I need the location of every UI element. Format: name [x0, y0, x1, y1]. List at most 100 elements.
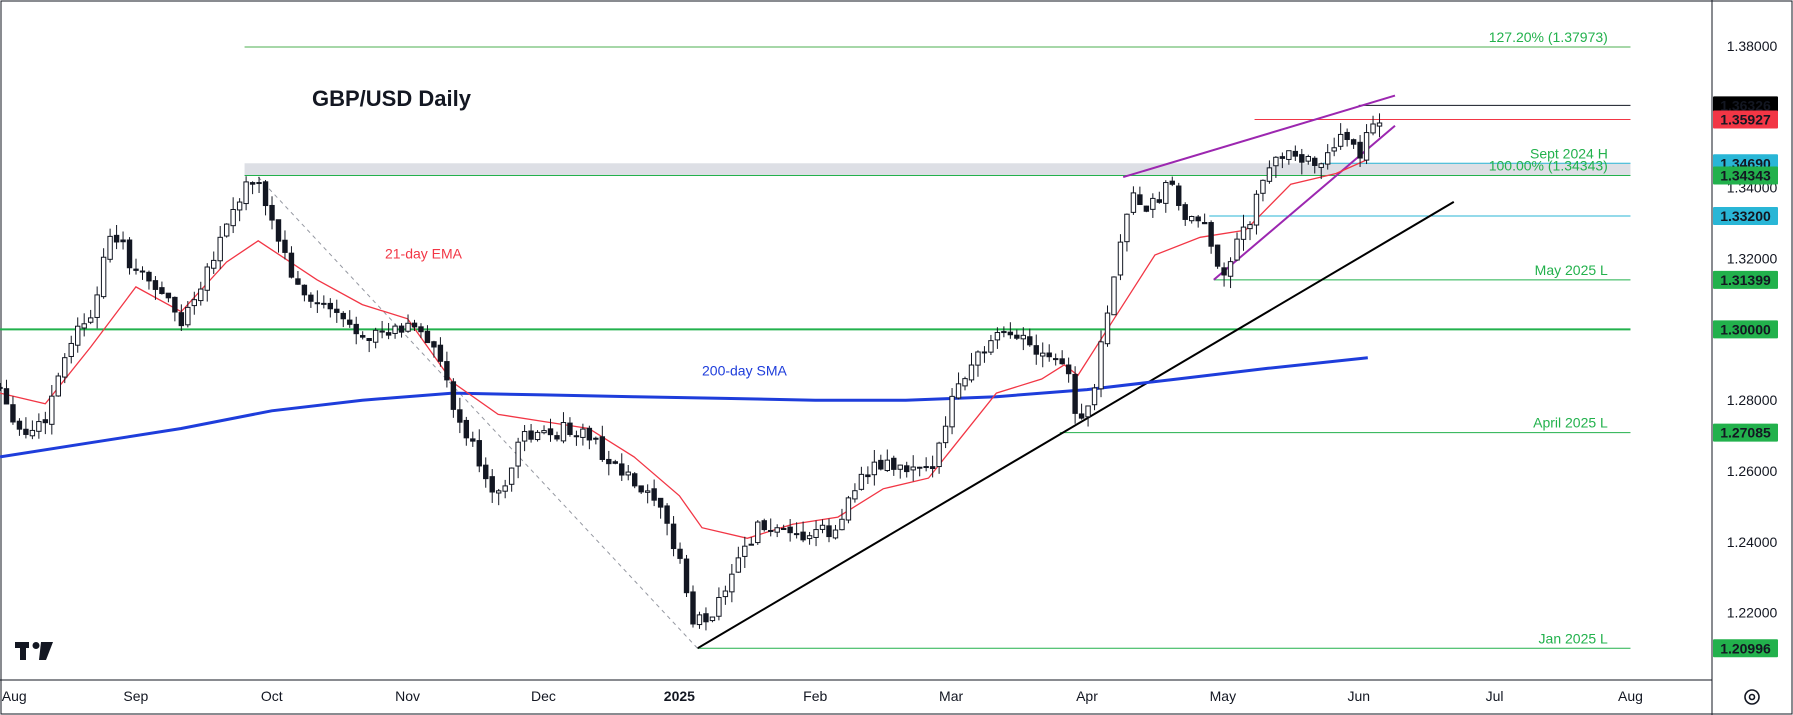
candle-body — [1182, 204, 1188, 220]
candle-body — [211, 259, 217, 269]
candle-body — [657, 497, 664, 508]
candle-body — [768, 529, 774, 532]
candle-body — [988, 340, 994, 353]
candle-body — [703, 613, 709, 623]
candle-body — [709, 616, 716, 622]
svg-text:1.34343: 1.34343 — [1720, 168, 1771, 184]
candle-body — [3, 388, 10, 405]
candle-body — [431, 341, 437, 348]
candle-body — [55, 375, 61, 397]
candle-body — [236, 201, 243, 211]
candle-body — [1337, 133, 1344, 147]
svg-text:1.35927: 1.35927 — [1720, 111, 1771, 127]
candle-body — [62, 357, 68, 378]
candle-body — [962, 378, 968, 387]
price-tick-label: 1.38000 — [1727, 38, 1778, 54]
candle-body — [1350, 139, 1357, 145]
candle-body — [424, 330, 431, 344]
level-annotation: May 2025 L — [1535, 262, 1608, 278]
candle-body — [916, 466, 923, 469]
candle-body — [49, 395, 55, 425]
candle-body — [120, 239, 126, 243]
candle-body — [1156, 199, 1163, 203]
candle-body — [372, 329, 379, 343]
svg-text:1.33200: 1.33200 — [1720, 208, 1771, 224]
candle-body — [178, 312, 185, 327]
candle-body — [75, 325, 81, 346]
candle-body — [884, 459, 890, 472]
candle-body — [405, 322, 411, 332]
candle-body — [891, 457, 897, 470]
candle-body — [625, 471, 631, 476]
candle-body — [599, 436, 606, 460]
indicator-label: 200-day SMA — [702, 362, 787, 378]
candle-body — [113, 234, 120, 243]
candle-body — [1299, 154, 1305, 163]
candle-body — [780, 528, 787, 531]
candle-body — [483, 464, 489, 480]
time-tick-label: Apr — [1076, 688, 1098, 704]
time-tick-label: Feb — [803, 688, 827, 704]
candle-body — [301, 284, 308, 296]
candle-body — [1059, 358, 1065, 365]
resistance-zone — [244, 163, 1631, 176]
level-annotation: Jan 2025 L — [1539, 630, 1608, 646]
price-label: 1.34343 — [1713, 166, 1778, 185]
price-label: 1.31399 — [1713, 270, 1778, 289]
candle-body — [334, 308, 340, 313]
candle-body — [858, 473, 865, 490]
candle-body — [1091, 387, 1098, 406]
candle-body — [839, 518, 845, 531]
indicator-label: 21-day EMA — [385, 246, 463, 262]
candle-body — [159, 287, 165, 295]
settings-gear-icon[interactable] — [1744, 689, 1760, 705]
candle-body — [359, 335, 366, 338]
candle-body — [1312, 157, 1318, 166]
candle-body — [444, 361, 450, 381]
svg-text:1.30000: 1.30000 — [1720, 321, 1771, 337]
candle-body — [683, 558, 690, 594]
candle-body — [1085, 405, 1091, 418]
candle-body — [826, 525, 832, 538]
candle-body — [165, 292, 172, 299]
candle-body — [981, 351, 988, 354]
candle-body — [1188, 216, 1195, 222]
price-label: 1.27085 — [1713, 423, 1778, 442]
time-tick-label: Dec — [531, 688, 556, 704]
candle-body — [567, 422, 573, 435]
candle-body — [418, 326, 424, 333]
candle-body — [1195, 216, 1201, 222]
candle-body — [664, 505, 670, 524]
candle-body — [327, 302, 334, 310]
trendline — [696, 201, 1455, 650]
candle-body — [321, 302, 327, 305]
time-tick-label: Nov — [395, 688, 420, 704]
candle-body — [787, 526, 793, 534]
candle-body — [1007, 331, 1014, 336]
time-tick-label: Mar — [939, 688, 963, 704]
price-tick-label: 1.22000 — [1727, 605, 1778, 621]
candle-body — [366, 338, 372, 341]
candle-body — [936, 442, 942, 468]
candle-body — [1260, 179, 1266, 194]
price-tick-label: 1.26000 — [1727, 463, 1778, 479]
candle-body — [243, 181, 249, 205]
candle-body — [36, 421, 42, 432]
candle-body — [107, 235, 113, 260]
candle-body — [288, 252, 295, 278]
candle-body — [696, 614, 703, 626]
candle-body — [1098, 341, 1104, 390]
candle-body — [1169, 180, 1175, 185]
candle-body — [1370, 123, 1376, 134]
tradingview-logo[interactable] — [15, 642, 53, 660]
candle-body — [87, 317, 94, 323]
candle-body — [1325, 152, 1331, 165]
candle-body — [275, 219, 282, 242]
candle-body — [450, 381, 457, 410]
candle-body — [515, 441, 521, 467]
candle-body — [1247, 224, 1253, 230]
candle-body — [198, 288, 204, 302]
candle-body — [42, 419, 49, 424]
candle-body — [502, 485, 508, 492]
candle-body — [644, 490, 651, 493]
